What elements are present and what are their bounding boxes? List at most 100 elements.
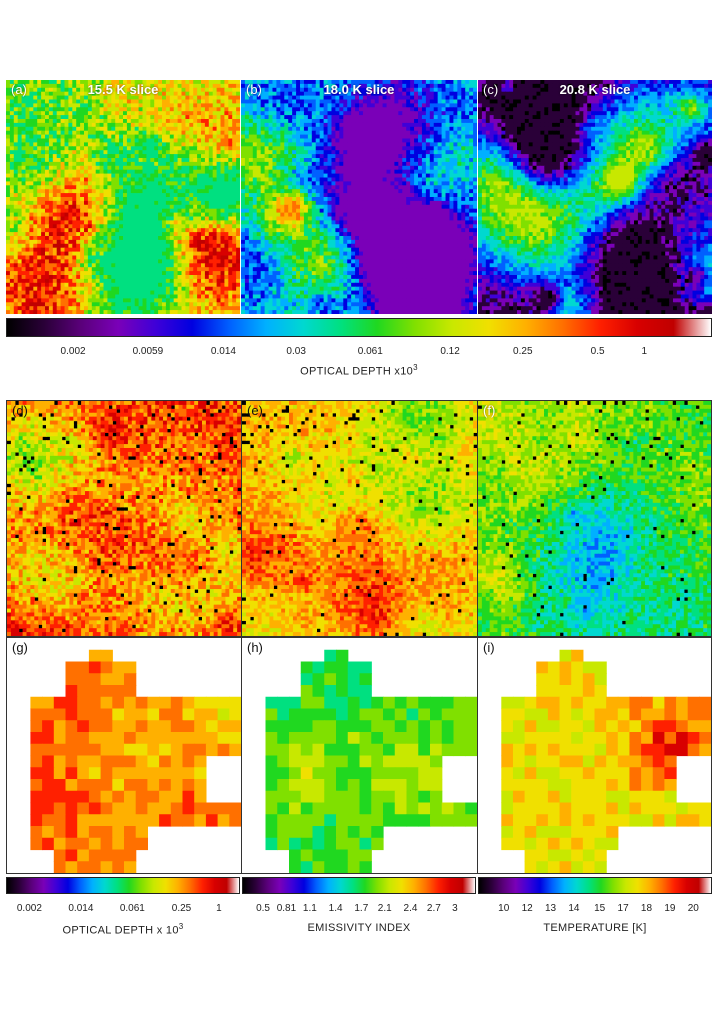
map-pixel [111,87,116,93]
map-pixel [224,286,229,292]
map-pixel [123,286,128,292]
map-pixel [158,91,163,97]
map-pixel [437,119,443,124]
map-pixel [429,103,435,108]
map-pixel [41,204,46,210]
map-pixel [134,99,140,104]
map-pixel [138,200,144,206]
map-pixel [64,200,69,206]
map-pixel [162,236,167,241]
map-pixel [126,138,132,143]
map-pixel [276,103,281,108]
map-pixel [303,91,309,97]
map-pixel [107,169,112,175]
map-pixel [355,130,360,136]
map-pixel [95,224,101,229]
map-pixel [17,259,23,264]
map-pixel [103,286,108,292]
map-pixel [355,119,360,124]
map-pixel [146,263,151,268]
map-pixel [311,150,317,155]
map-pixel [150,122,155,128]
map-pixel [248,107,254,112]
map-pixel [457,134,462,140]
map-pixel [68,158,73,163]
map-pixel [123,290,128,296]
map-pixel [414,95,419,101]
map-pixel [232,290,237,296]
map-pixel [123,306,128,311]
map-pixel [45,146,50,151]
map-pixel [189,154,194,159]
map-pixel [280,122,285,128]
map-pixel [134,173,140,179]
map-pixel [461,142,466,147]
map-pixel [386,126,392,132]
map-pixel [181,228,186,233]
map-pixel [142,111,147,116]
map-pixel [158,154,163,159]
map-pixel [162,247,167,253]
map-pixel [150,271,155,276]
map-pixel [189,173,194,179]
map-pixel [236,294,240,299]
map-pixel [418,154,423,159]
map-pixel [394,111,399,116]
map-pixel [126,122,132,128]
map-pixel [181,189,186,194]
map-pixel [111,302,116,307]
map-pixel [9,255,15,260]
map-pixel [236,220,240,225]
map-pixel [327,103,333,108]
map-pixel [154,193,159,198]
map-pixel [72,247,77,253]
map-pixel [252,165,258,171]
map-pixel [9,161,15,167]
map-pixel [323,91,329,97]
map-pixel [126,239,132,245]
map-pixel [165,173,171,179]
map-pixel [224,271,229,276]
map-pixel [154,232,159,237]
map-pixel [228,286,233,292]
map-pixel [48,111,54,116]
map-pixel [220,271,225,276]
map-pixel [418,150,423,155]
map-pixel [111,138,116,143]
map-pixel [173,310,179,314]
map-pixel [236,130,240,136]
map-pixel [197,247,202,253]
map-pixel [29,251,34,257]
map-pixel [193,255,198,260]
map-pixel [134,103,140,108]
map-pixel [64,278,69,284]
map-pixel [165,142,171,147]
map-pixel [224,189,229,194]
map-pixel [37,119,42,124]
map-pixel [130,294,136,299]
map-pixel [414,122,419,128]
map-pixel [142,107,147,112]
map-pixel [150,165,155,171]
map-pixel [126,146,132,151]
map-pixel [146,150,151,155]
map-pixel [177,232,183,237]
map-pixel [84,286,89,292]
map-pixel [185,267,190,272]
map-pixel [21,290,27,296]
map-pixel [351,87,356,93]
map-pixel [29,275,34,280]
map-pixel [41,255,46,260]
map-pixel [123,267,128,272]
map-pixel [126,243,132,249]
map-pixel [197,91,202,97]
map-pixel [189,208,194,214]
map-pixel [193,115,198,120]
map-pixel [197,130,202,136]
map-pixel [68,255,73,260]
map-pixel [103,255,108,260]
map-pixel [228,204,233,210]
map-pixel [138,80,144,85]
map-pixel [60,239,66,245]
map-pixel [189,165,194,171]
